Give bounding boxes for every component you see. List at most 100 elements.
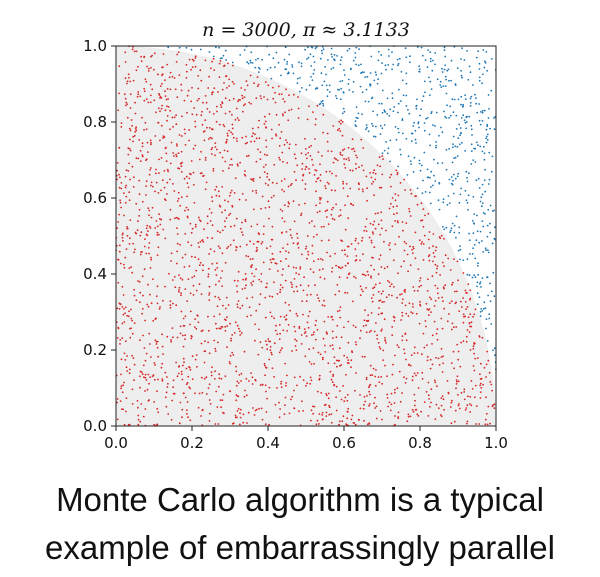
point-inside (281, 151, 284, 154)
point-inside (466, 422, 468, 425)
point-inside (394, 391, 396, 394)
point-inside (330, 213, 333, 216)
point-outside (320, 72, 323, 75)
point-outside (452, 179, 454, 182)
point-inside (374, 396, 376, 399)
point-inside (321, 259, 324, 261)
point-inside (137, 414, 140, 417)
point-inside (129, 178, 131, 181)
point-inside (313, 331, 315, 333)
point-inside (207, 87, 210, 89)
point-inside (223, 64, 226, 67)
point-outside (435, 144, 438, 147)
point-inside (119, 176, 121, 179)
point-inside (132, 135, 135, 138)
point-outside (428, 191, 431, 194)
point-inside (448, 313, 450, 315)
point-inside (166, 376, 168, 378)
point-outside (484, 307, 487, 310)
point-inside (371, 256, 373, 259)
point-inside (347, 341, 350, 344)
point-inside (359, 337, 361, 340)
point-inside (432, 260, 434, 263)
point-inside (389, 409, 392, 412)
point-outside (474, 276, 477, 279)
point-inside (312, 271, 315, 274)
point-outside (466, 258, 469, 261)
point-inside (357, 242, 360, 245)
point-outside (447, 68, 450, 71)
point-inside (419, 277, 422, 280)
point-inside (283, 190, 285, 193)
point-inside (309, 382, 311, 385)
point-outside (371, 122, 373, 125)
point-inside (116, 227, 118, 230)
point-outside (311, 46, 314, 49)
point-outside (292, 72, 295, 75)
point-inside (430, 388, 433, 391)
point-inside (133, 134, 136, 137)
point-inside (375, 417, 378, 420)
point-inside (284, 362, 286, 365)
point-outside (296, 77, 299, 80)
point-inside (149, 169, 152, 171)
point-outside (402, 94, 405, 97)
point-inside (443, 408, 445, 411)
point-outside (339, 98, 342, 101)
point-inside (316, 419, 319, 422)
point-outside (434, 52, 437, 54)
point-inside (239, 423, 241, 426)
point-inside (366, 423, 369, 426)
point-outside (354, 56, 357, 59)
point-inside (141, 373, 144, 376)
point-inside (175, 61, 178, 63)
point-inside (266, 98, 269, 101)
point-inside (244, 103, 246, 105)
point-inside (426, 359, 429, 362)
point-inside (211, 60, 214, 63)
point-outside (432, 184, 434, 187)
point-outside (445, 226, 448, 229)
point-inside (140, 60, 143, 63)
point-inside (120, 187, 123, 190)
point-outside (389, 139, 392, 142)
point-outside (352, 91, 354, 93)
point-inside (166, 181, 169, 184)
point-outside (365, 88, 368, 91)
point-inside (295, 179, 297, 182)
point-inside (340, 119, 342, 122)
point-outside (275, 51, 278, 54)
point-inside (236, 246, 238, 249)
point-inside (298, 204, 300, 206)
point-inside (317, 351, 320, 354)
point-inside (313, 174, 316, 176)
point-inside (170, 340, 173, 343)
point-inside (322, 131, 324, 134)
point-outside (388, 114, 391, 117)
point-inside (211, 146, 214, 149)
point-inside (316, 329, 319, 331)
point-inside (212, 91, 214, 93)
point-outside (391, 92, 394, 95)
point-inside (275, 133, 277, 136)
point-inside (264, 384, 267, 387)
point-outside (367, 100, 370, 103)
point-inside (200, 330, 203, 333)
point-outside (454, 177, 457, 180)
point-inside (224, 225, 227, 228)
point-outside (471, 134, 473, 136)
point-inside (346, 361, 349, 364)
point-inside (274, 329, 277, 332)
point-inside (169, 88, 172, 91)
point-inside (158, 218, 161, 220)
point-outside (486, 69, 489, 72)
point-inside (325, 411, 328, 414)
point-outside (222, 54, 225, 57)
point-inside (179, 401, 182, 404)
point-outside (464, 98, 467, 100)
point-inside (231, 334, 234, 336)
point-outside (463, 119, 466, 122)
point-inside (378, 258, 381, 260)
point-inside (279, 158, 281, 161)
point-inside (162, 135, 165, 138)
